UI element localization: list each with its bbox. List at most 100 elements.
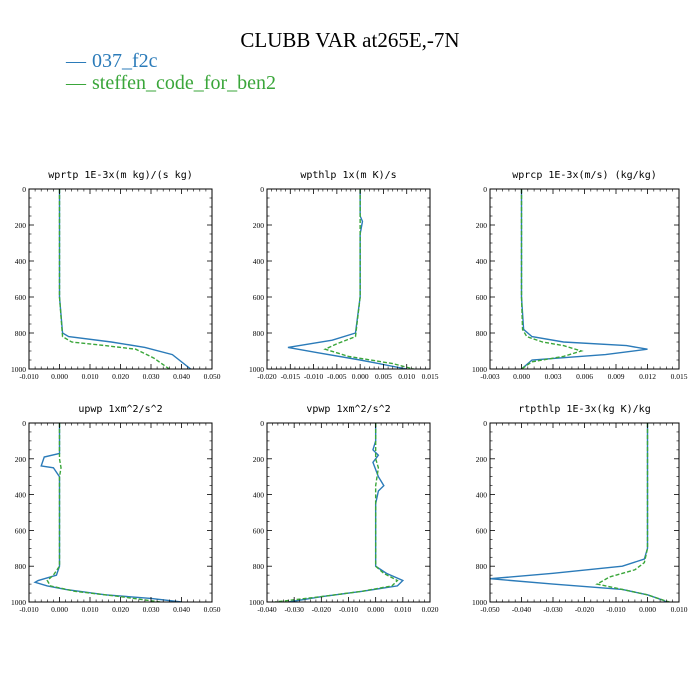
y-tick-label: 200 — [253, 221, 265, 230]
panel-2: wprcp 1E-3x(m/s) (kg/kg) -0.003 0.000 0.003… — [472, 170, 688, 381]
x-tick-label: -0.015 — [281, 372, 301, 381]
x-tick-label: -0.010 — [19, 372, 39, 381]
x-tick-label: 0.010 — [671, 605, 688, 614]
y-tick-label: 800 — [15, 329, 27, 338]
series-line-steffen — [520, 189, 584, 369]
x-tick-label: -0.040 — [512, 605, 532, 614]
y-tick-label: 1000 — [249, 598, 264, 607]
x-tick-label: 0.003 — [545, 372, 562, 381]
x-tick-label: -0.010 — [304, 372, 324, 381]
y-tick-label: 800 — [253, 562, 265, 571]
panel-title: upwp 1xm^2/s^2 — [78, 404, 162, 415]
series-line-steffen — [58, 189, 170, 369]
legend-line-icon: — — [66, 72, 86, 94]
x-tick-label: 0.020 — [112, 372, 129, 381]
panel-title: wprcp 1E-3x(m/s) (kg/kg) — [512, 170, 657, 181]
x-tick-label: 0.015 — [671, 372, 688, 381]
x-tick-label: 0.012 — [639, 372, 656, 381]
series-line-steffen — [46, 423, 161, 602]
plot-frame — [266, 422, 431, 603]
y-tick-label: 400 — [253, 491, 265, 500]
x-tick-label: 0.015 — [422, 372, 439, 381]
y-tick-label: 600 — [15, 526, 27, 535]
panel-3: upwp 1xm^2/s^2 -0.010 0.000 0.010 0.020 0.030… — [11, 404, 221, 614]
x-tick-label: 0.010 — [82, 605, 99, 614]
x-tick-label: 0.006 — [576, 372, 593, 381]
y-tick-label: 600 — [476, 293, 488, 302]
legend-line-icon: — — [66, 50, 86, 72]
y-tick-label: 1000 — [11, 365, 26, 374]
y-tick-label: 400 — [15, 491, 27, 500]
y-tick-label: 200 — [476, 221, 488, 230]
y-tick-label: 800 — [253, 329, 265, 338]
x-tick-label: 0.010 — [82, 372, 99, 381]
y-tick-label: 1000 — [472, 598, 487, 607]
y-tick-label: 600 — [15, 293, 27, 302]
y-tick-label: 400 — [476, 257, 488, 266]
x-tick-label: 0.030 — [143, 372, 160, 381]
x-tick-label: 0.000 — [639, 605, 656, 614]
x-tick-label: 0.030 — [143, 605, 160, 614]
x-tick-label: 0.010 — [398, 372, 415, 381]
plot-frame — [489, 422, 680, 603]
x-tick-label: -0.020 — [257, 372, 277, 381]
plot-frame — [489, 188, 680, 370]
x-tick-label: -0.030 — [284, 605, 304, 614]
x-tick-label: 0.000 — [51, 605, 68, 614]
panel-title: wpthlp 1x(m K)/s — [300, 170, 396, 181]
series-line-037-f2c — [33, 423, 182, 602]
x-tick-label: 0.005 — [375, 372, 392, 381]
x-tick-label: -0.040 — [257, 605, 277, 614]
y-tick-label: 400 — [476, 491, 488, 500]
series-line-037-f2c — [287, 189, 407, 369]
y-tick-label: 0 — [483, 185, 487, 194]
y-tick-label: 200 — [15, 455, 27, 464]
y-tick-label: 200 — [476, 455, 488, 464]
panel-4: vpwp 1xm^2/s^2 -0.040 -0.030 -0.020 -0.010 0.… — [249, 404, 439, 614]
y-tick-label: 800 — [476, 562, 488, 571]
y-tick-label: 0 — [260, 419, 264, 428]
y-tick-label: 0 — [22, 185, 26, 194]
panel-5: rtpthlp 1E-3x(kg K)/kg -0.050 -0.040 -0.030… — [472, 404, 688, 614]
x-tick-label: -0.010 — [339, 605, 359, 614]
x-tick-label: 0.020 — [422, 605, 439, 614]
legend-label: 037_f2c — [92, 50, 158, 72]
x-tick-label: -0.010 — [606, 605, 626, 614]
y-tick-label: 0 — [260, 185, 264, 194]
x-tick-label: 0.010 — [394, 605, 411, 614]
x-tick-label: -0.020 — [312, 605, 332, 614]
panel-title: rtpthlp 1E-3x(kg K)/kg — [518, 404, 650, 415]
series-line-037-f2c — [58, 189, 192, 369]
page-title: CLUBB VAR at265E,-7N — [240, 28, 460, 52]
x-tick-label: 0.040 — [173, 372, 190, 381]
plot-frame — [266, 188, 431, 370]
x-tick-label: -0.030 — [543, 605, 563, 614]
x-tick-label: 0.050 — [204, 605, 221, 614]
y-tick-label: 600 — [253, 293, 265, 302]
x-tick-label: 0.050 — [204, 372, 221, 381]
y-tick-label: 800 — [476, 329, 488, 338]
y-tick-label: 400 — [15, 257, 27, 266]
y-tick-label: 800 — [15, 562, 27, 571]
y-tick-label: 0 — [22, 419, 26, 428]
y-tick-label: 200 — [253, 455, 265, 464]
legend-label: steffen_code_for_ben2 — [92, 72, 277, 94]
x-tick-label: -0.010 — [19, 605, 39, 614]
x-tick-label: -0.050 — [480, 605, 500, 614]
x-tick-label: 0.000 — [51, 372, 68, 381]
y-tick-label: 600 — [253, 526, 265, 535]
legend-entry-steffen-code: — steffen_code_for_ben2 — [66, 72, 276, 95]
x-tick-label: 0.000 — [513, 372, 530, 381]
x-tick-label: -0.003 — [480, 372, 500, 381]
y-tick-label: 0 — [483, 419, 487, 428]
series-line-steffen — [323, 189, 414, 369]
x-tick-label: 0.000 — [352, 372, 369, 381]
panel-title: wprtp 1E-3x(m kg)/(s kg) — [48, 170, 193, 181]
legend-entry-037-f2c: — 037_f2c — [66, 50, 158, 73]
series-line-037-f2c — [490, 423, 667, 602]
series-line-steffen — [595, 423, 670, 602]
y-tick-label: 400 — [253, 257, 265, 266]
y-tick-label: 600 — [476, 526, 488, 535]
panel-title: vpwp 1xm^2/s^2 — [306, 404, 390, 415]
